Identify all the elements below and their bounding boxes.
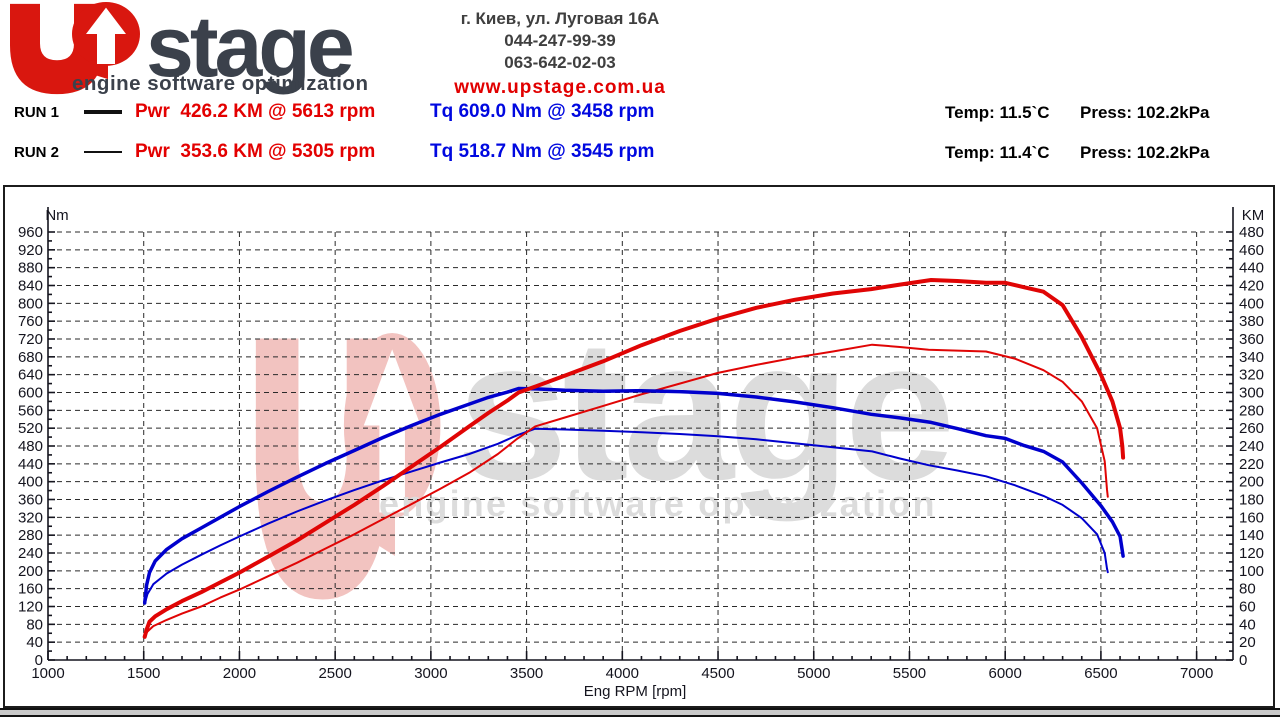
run1-pressure: Press: 102.2kPa xyxy=(1080,103,1210,122)
run1-legend-line-icon xyxy=(84,110,122,114)
svg-text:400: 400 xyxy=(1239,295,1264,312)
contact-block: г. Киев, ул. Луговая 16А 044-247-99-39 0… xyxy=(405,8,715,99)
svg-text:400: 400 xyxy=(18,474,43,491)
svg-text:7000: 7000 xyxy=(1180,665,1213,682)
svg-text:40: 40 xyxy=(26,634,43,651)
svg-text:440: 440 xyxy=(18,456,43,473)
svg-text:6500: 6500 xyxy=(1084,665,1117,682)
svg-text:100: 100 xyxy=(1239,563,1264,580)
svg-text:200: 200 xyxy=(18,563,43,580)
svg-text:engine software optimization: engine software optimization xyxy=(379,483,937,524)
svg-text:1500: 1500 xyxy=(127,665,160,682)
svg-text:480: 480 xyxy=(1239,224,1264,241)
svg-text:320: 320 xyxy=(18,509,43,526)
svg-text:20: 20 xyxy=(1239,634,1256,651)
svg-text:4000: 4000 xyxy=(606,665,639,682)
svg-text:720: 720 xyxy=(18,331,43,348)
svg-text:460: 460 xyxy=(1239,242,1264,259)
run1-label: RUN 1 xyxy=(14,104,60,121)
curve-run-2-torque-nm- xyxy=(143,427,1109,605)
svg-text:800: 800 xyxy=(18,295,43,312)
svg-text:3000: 3000 xyxy=(414,665,447,682)
curve-run-1-torque-nm- xyxy=(142,386,1125,605)
svg-text:120: 120 xyxy=(1239,545,1264,562)
svg-text:260: 260 xyxy=(1239,420,1264,437)
contact-address: г. Киев, ул. Луговая 16А xyxy=(460,9,660,28)
svg-text:300: 300 xyxy=(1239,385,1264,402)
svg-text:80: 80 xyxy=(1239,581,1256,598)
svg-text:680: 680 xyxy=(18,349,43,366)
svg-text:220: 220 xyxy=(1239,456,1264,473)
svg-text:3500: 3500 xyxy=(510,665,543,682)
svg-text:160: 160 xyxy=(18,581,43,598)
svg-text:120: 120 xyxy=(18,599,43,616)
svg-text:240: 240 xyxy=(18,545,43,562)
svg-text:Eng RPM [rpm]: Eng RPM [rpm] xyxy=(584,683,687,700)
svg-text:380: 380 xyxy=(1239,313,1264,330)
dyno-chart-panel: stage engine software optimization 1000 150… xyxy=(3,185,1275,708)
run2-torque-readout: Tq 518.7 Nm @ 3545 rpm xyxy=(430,141,655,162)
run2-temp: Temp: 11.4`C xyxy=(945,143,1050,162)
svg-text:1000: 1000 xyxy=(31,665,64,682)
svg-text:40: 40 xyxy=(1239,616,1256,633)
run1-temp: Temp: 11.5`C xyxy=(945,103,1050,122)
svg-text:360: 360 xyxy=(1239,331,1264,348)
svg-text:Nm: Nm xyxy=(45,207,68,224)
svg-text:80: 80 xyxy=(26,616,43,633)
svg-text:340: 340 xyxy=(1239,349,1264,366)
svg-text:440: 440 xyxy=(1239,260,1264,277)
svg-text:240: 240 xyxy=(1239,438,1264,455)
svg-text:160: 160 xyxy=(1239,509,1264,526)
svg-text:0: 0 xyxy=(35,652,43,669)
svg-text:480: 480 xyxy=(18,438,43,455)
svg-text:0: 0 xyxy=(1239,652,1247,669)
axes xyxy=(47,207,1234,661)
svg-text:280: 280 xyxy=(1239,402,1264,419)
panel-bottom-frame xyxy=(0,708,1280,717)
run2-label: RUN 2 xyxy=(14,144,60,161)
svg-text:2000: 2000 xyxy=(223,665,256,682)
svg-text:2500: 2500 xyxy=(318,665,351,682)
run1-torque-readout: Tq 609.0 Nm @ 3458 rpm xyxy=(430,101,655,122)
svg-text:280: 280 xyxy=(18,527,43,544)
svg-text:600: 600 xyxy=(18,385,43,402)
svg-text:6000: 6000 xyxy=(989,665,1022,682)
svg-text:560: 560 xyxy=(18,402,43,419)
svg-text:360: 360 xyxy=(18,492,43,509)
svg-text:140: 140 xyxy=(1239,527,1264,544)
run2-power-readout: Pwr 353.6 KM @ 5305 rpm xyxy=(135,141,376,162)
svg-text:5000: 5000 xyxy=(797,665,830,682)
contact-phone-1: 044-247-99-39 xyxy=(504,31,616,50)
svg-text:KM: KM xyxy=(1242,207,1265,224)
curve-run-1-power-km- xyxy=(142,278,1126,639)
svg-text:880: 880 xyxy=(18,260,43,277)
curves xyxy=(142,278,1126,639)
svg-text:520: 520 xyxy=(18,420,43,437)
contact-website-link[interactable]: www.upstage.com.ua xyxy=(454,77,666,98)
svg-text:760: 760 xyxy=(18,313,43,330)
svg-text:960: 960 xyxy=(18,224,43,241)
axis-labels: 1000 1500 2000 2500 3000 3500 4000 4500 5000 5500… xyxy=(18,207,1264,700)
brand-wordmark: stage xyxy=(146,0,355,95)
run1-power-readout: Pwr 426.2 KM @ 5613 rpm xyxy=(135,101,376,122)
svg-text:840: 840 xyxy=(18,278,43,295)
run2-legend-line-icon xyxy=(84,151,122,153)
contact-phone-2: 063-642-02-03 xyxy=(504,53,616,72)
svg-text:920: 920 xyxy=(18,242,43,259)
svg-text:420: 420 xyxy=(1239,278,1264,295)
svg-text:180: 180 xyxy=(1239,492,1264,509)
svg-text:320: 320 xyxy=(1239,367,1264,384)
brand-tagline: engine software optimization xyxy=(72,72,369,95)
svg-text:640: 640 xyxy=(18,367,43,384)
svg-text:5500: 5500 xyxy=(893,665,926,682)
svg-text:200: 200 xyxy=(1239,474,1264,491)
svg-text:4500: 4500 xyxy=(701,665,734,682)
run2-pressure: Press: 102.2kPa xyxy=(1080,143,1210,162)
curve-run-2-power-km- xyxy=(143,343,1109,637)
svg-text:60: 60 xyxy=(1239,599,1256,616)
